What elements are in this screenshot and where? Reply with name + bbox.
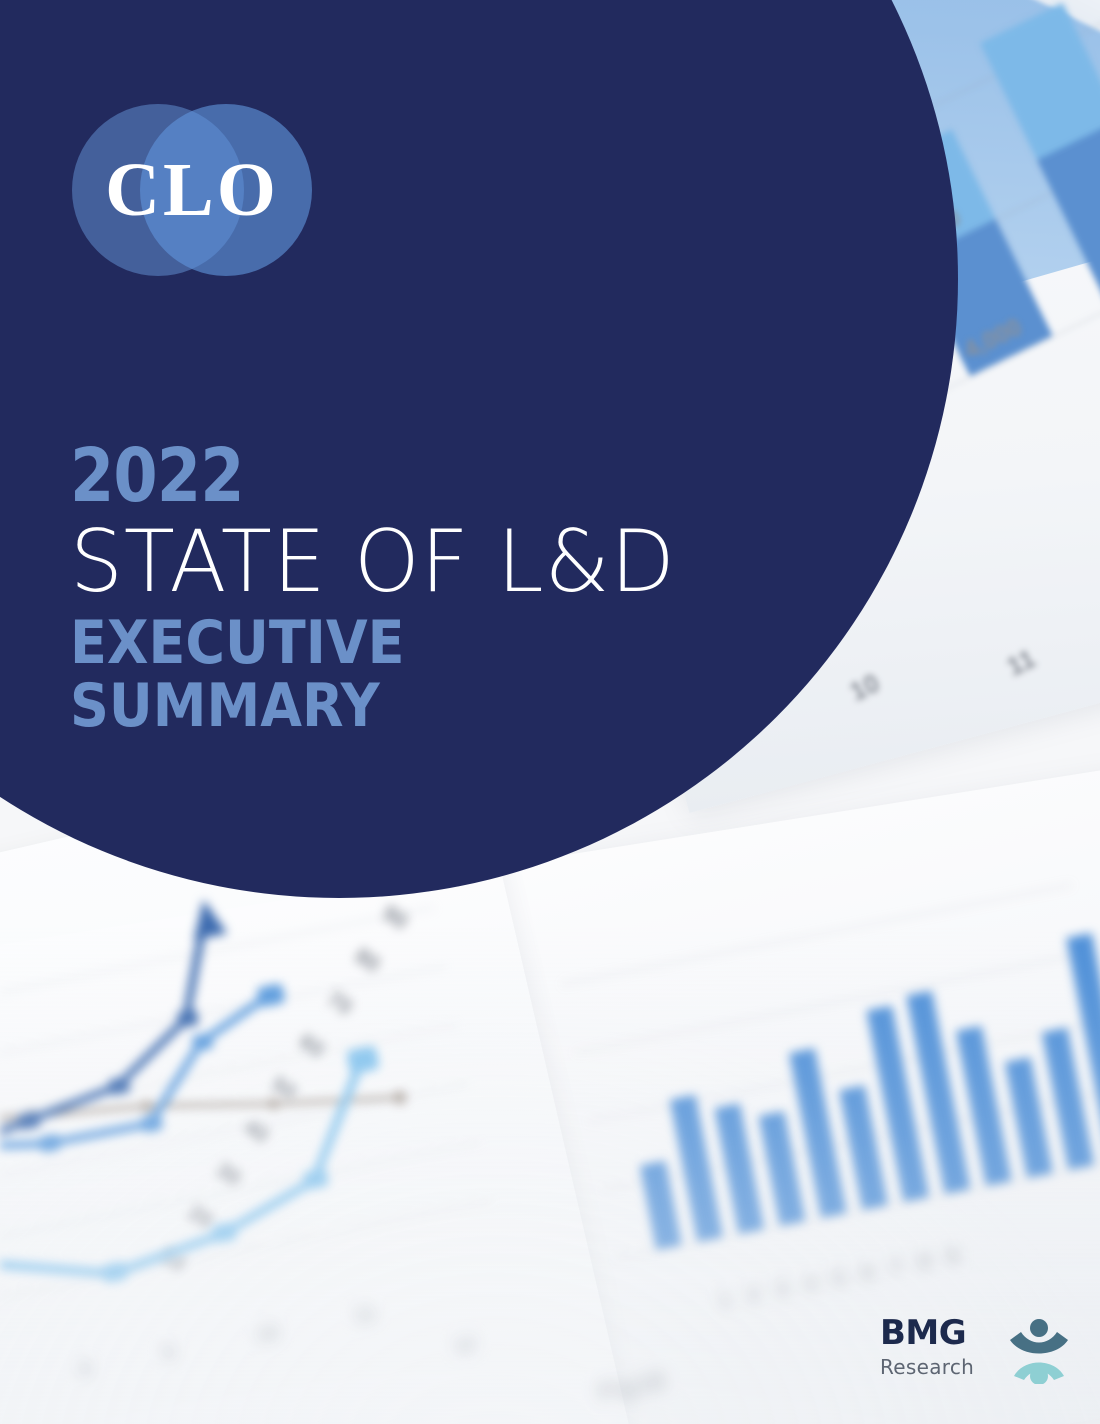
- bmg-tagline: Research: [880, 1355, 975, 1379]
- logo-circle-right-icon: [140, 104, 312, 276]
- two-people-icon: [1008, 1318, 1070, 1389]
- blurred-footer-text: Fig18: [595, 1365, 668, 1408]
- cover-year: 2022: [70, 433, 245, 519]
- logo-wordmark: CLO: [105, 148, 279, 232]
- xtick-blurred-b: 9: [161, 1341, 177, 1366]
- clo-logo[interactable]: CLO: [72, 104, 312, 276]
- xtick-blurred-e: 12: [452, 1332, 479, 1359]
- bmg-wordmark: BMG Research: [880, 1316, 974, 1377]
- xtick-blurred-c: 10: [254, 1321, 281, 1348]
- bmg-research-logo[interactable]: BMG Research: [880, 1316, 1070, 1402]
- cover-title: STATE OF L&D: [70, 511, 676, 612]
- cover-title-block: 2022 STATE OF L&D EXECUTIVE SUMMARY: [70, 433, 790, 742]
- xtick-blurred-a: 8: [78, 1357, 94, 1382]
- xtick-blurred-d: 11: [352, 1302, 378, 1329]
- cover-subtitle: EXECUTIVE SUMMARY: [70, 608, 405, 742]
- bmg-name: BMG: [880, 1313, 967, 1353]
